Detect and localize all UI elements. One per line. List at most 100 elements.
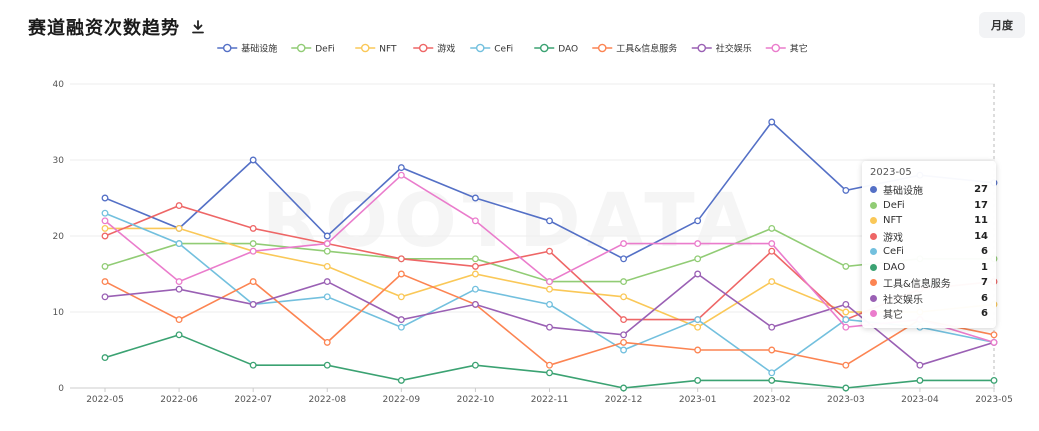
data-point[interactable]	[990, 338, 998, 346]
data-point[interactable]	[249, 300, 257, 308]
data-point[interactable]	[620, 346, 628, 354]
data-point[interactable]	[101, 217, 109, 225]
data-point[interactable]	[323, 232, 331, 240]
data-point[interactable]	[620, 278, 628, 286]
data-point[interactable]	[471, 300, 479, 308]
data-point[interactable]	[175, 316, 183, 324]
data-point[interactable]	[397, 316, 405, 324]
data-point[interactable]	[101, 354, 109, 362]
data-point[interactable]	[471, 255, 479, 263]
data-point[interactable]	[323, 247, 331, 255]
data-point[interactable]	[397, 270, 405, 278]
data-point[interactable]	[249, 224, 257, 232]
data-point[interactable]	[249, 361, 257, 369]
download-icon[interactable]	[190, 19, 206, 35]
data-point[interactable]	[694, 346, 702, 354]
data-point[interactable]	[546, 285, 553, 293]
data-point[interactable]	[546, 323, 553, 331]
data-point[interactable]	[694, 255, 702, 263]
data-point[interactable]	[471, 270, 479, 278]
data-point[interactable]	[694, 316, 702, 324]
data-point[interactable]	[768, 240, 776, 248]
data-point[interactable]	[175, 224, 183, 232]
data-point[interactable]	[694, 217, 702, 225]
data-point[interactable]	[249, 240, 257, 248]
data-point[interactable]	[397, 164, 405, 172]
data-point[interactable]	[842, 361, 850, 369]
data-point[interactable]	[694, 240, 702, 248]
data-point[interactable]	[620, 255, 628, 263]
data-point[interactable]	[175, 202, 183, 210]
data-point[interactable]	[694, 376, 702, 384]
data-point[interactable]	[990, 331, 998, 339]
data-point[interactable]	[101, 224, 109, 232]
data-point[interactable]	[620, 384, 628, 392]
legend-item[interactable]: 其它	[765, 43, 808, 55]
data-point[interactable]	[842, 384, 850, 392]
data-point[interactable]	[768, 376, 776, 384]
data-point[interactable]	[768, 278, 776, 286]
data-point[interactable]	[397, 293, 405, 301]
legend-item[interactable]: DAO	[534, 43, 578, 55]
data-point[interactable]	[620, 293, 628, 301]
data-point[interactable]	[471, 217, 479, 225]
legend-item[interactable]: 游戏	[413, 43, 455, 55]
data-point[interactable]	[101, 262, 109, 270]
data-point[interactable]	[768, 346, 776, 354]
legend-item[interactable]: 工具&信息服务	[592, 43, 677, 55]
data-point[interactable]	[546, 247, 553, 255]
data-point[interactable]	[249, 247, 257, 255]
data-point[interactable]	[175, 240, 183, 248]
data-point[interactable]	[323, 361, 331, 369]
data-point[interactable]	[249, 156, 257, 164]
data-point[interactable]	[990, 376, 998, 384]
data-point[interactable]	[620, 240, 628, 248]
data-point[interactable]	[842, 316, 850, 324]
data-point[interactable]	[768, 247, 776, 255]
data-point[interactable]	[842, 186, 850, 194]
data-point[interactable]	[916, 376, 924, 384]
data-point[interactable]	[397, 171, 405, 179]
period-button[interactable]: 月度	[979, 12, 1025, 38]
data-point[interactable]	[249, 278, 257, 286]
legend-item[interactable]: DeFi	[291, 43, 335, 55]
data-point[interactable]	[694, 323, 702, 331]
legend-item[interactable]: CeFi	[470, 43, 513, 55]
data-point[interactable]	[768, 224, 776, 232]
data-point[interactable]	[175, 331, 183, 339]
legend-item[interactable]: 基础设施	[217, 43, 277, 55]
data-point[interactable]	[546, 217, 553, 225]
data-point[interactable]	[323, 278, 331, 286]
data-point[interactable]	[620, 338, 628, 346]
data-point[interactable]	[768, 369, 776, 377]
data-point[interactable]	[546, 278, 553, 286]
data-point[interactable]	[842, 300, 850, 308]
data-point[interactable]	[620, 331, 628, 339]
data-point[interactable]	[397, 376, 405, 384]
data-point[interactable]	[471, 285, 479, 293]
data-point[interactable]	[694, 270, 702, 278]
data-point[interactable]	[323, 262, 331, 270]
data-point[interactable]	[101, 278, 109, 286]
data-point[interactable]	[101, 209, 109, 217]
data-point[interactable]	[175, 285, 183, 293]
data-point[interactable]	[546, 300, 553, 308]
data-point[interactable]	[842, 308, 850, 316]
legend-item[interactable]: 社交娱乐	[691, 43, 752, 55]
data-point[interactable]	[546, 361, 553, 369]
data-point[interactable]	[323, 338, 331, 346]
data-point[interactable]	[620, 316, 628, 324]
data-point[interactable]	[101, 194, 109, 202]
data-point[interactable]	[471, 194, 479, 202]
data-point[interactable]	[471, 361, 479, 369]
data-point[interactable]	[323, 240, 331, 248]
data-point[interactable]	[842, 262, 850, 270]
data-point[interactable]	[101, 293, 109, 301]
data-point[interactable]	[397, 255, 405, 263]
data-point[interactable]	[916, 361, 924, 369]
data-point[interactable]	[842, 323, 850, 331]
data-point[interactable]	[323, 293, 331, 301]
data-point[interactable]	[768, 323, 776, 331]
data-point[interactable]	[768, 118, 776, 126]
legend-item[interactable]: NFT	[355, 43, 397, 55]
